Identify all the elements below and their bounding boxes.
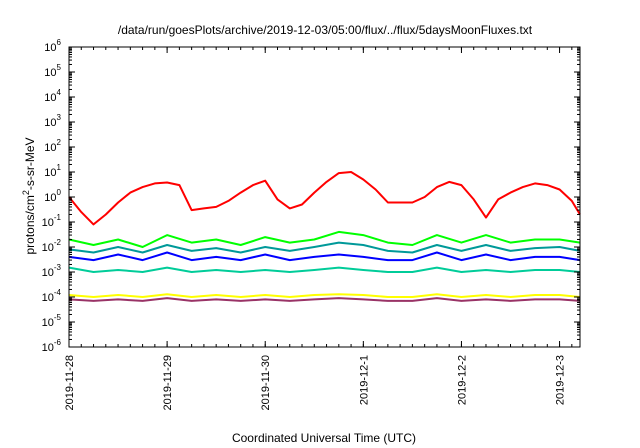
y-tick-label-base: 10 — [44, 167, 56, 179]
y-tick-label-base: 10 — [42, 342, 54, 354]
y-tick-label-base: 10 — [44, 67, 56, 79]
x-tick-label: 2019-11-30 — [260, 355, 272, 410]
y-tick-label-exponent: 6 — [57, 38, 62, 47]
y-tick-label-base: 10 — [42, 217, 54, 229]
y-tick-label-exponent: 2 — [57, 138, 62, 147]
series-line-1 — [68, 171, 581, 226]
x-tick-label: 2019-12-3 — [555, 355, 567, 405]
y-tick-label: 103 — [44, 113, 61, 129]
y-tick-label-exponent: -3 — [54, 263, 62, 272]
y-tick-label-exponent: -1 — [54, 213, 62, 222]
series-layer — [68, 171, 581, 302]
series-line-6 — [68, 293, 581, 298]
y-tick-label: 10-3 — [42, 263, 62, 279]
y-tick-label-exponent: -6 — [54, 338, 62, 347]
y-tick-label-base: 10 — [44, 192, 56, 204]
series-line-5 — [68, 266, 581, 273]
y-tick-label-exponent: 1 — [57, 163, 62, 172]
series-line-3 — [68, 241, 581, 254]
y-tick-label-exponent: 0 — [57, 188, 62, 197]
y-tick-label: 104 — [44, 88, 61, 104]
y-tick-label-base: 10 — [42, 267, 54, 279]
y-axis-title-rest: -s-sr-MeV — [23, 137, 37, 190]
y-tick-label-exponent: -5 — [54, 313, 62, 322]
y-tick-label: 10-5 — [42, 313, 62, 329]
y-tick-label-base: 10 — [42, 242, 54, 254]
y-tick-label-base: 10 — [44, 42, 56, 54]
x-tick-label: 2019-12-1 — [358, 355, 370, 405]
y-tick-label: 10-4 — [42, 288, 62, 304]
y-tick-label: 106 — [44, 38, 61, 54]
y-tick-label-base: 10 — [44, 117, 56, 129]
x-tick-label: 2019-12-2 — [456, 355, 468, 405]
chart-title: /data/run/goesPlots/archive/2019-12-03/0… — [118, 23, 533, 37]
y-tick-label-base: 10 — [44, 142, 56, 154]
y-tick-label-base: 10 — [42, 317, 54, 329]
y-tick-label-base: 10 — [42, 292, 54, 304]
y-axis-title: protons/cm2-s-sr-MeV — [21, 137, 37, 254]
y-axis-title-superscript: 2 — [21, 190, 31, 195]
y-tick-label-base: 10 — [44, 92, 56, 104]
x-axis: 2019-11-28 2019-11-29 2019-11-30 2019-12-1 2… — [64, 47, 573, 410]
x-tick-label: 2019-11-29 — [162, 355, 174, 410]
y-tick-label: 10-6 — [42, 338, 62, 354]
y-tick-label: 10-2 — [42, 238, 62, 254]
series-line-2 — [68, 230, 581, 248]
y-tick-label-exponent: 4 — [57, 88, 62, 97]
y-tick-label-exponent: -4 — [54, 288, 62, 297]
y-axis-title-base: protons/cm — [23, 195, 37, 254]
y-tick-label-exponent: -2 — [54, 238, 62, 247]
x-axis-title: Coordinated Universal Time (UTC) — [232, 431, 416, 445]
y-axis: 10-610-510-410-310-210-11001011021031041… — [42, 38, 580, 354]
y-tick-label-exponent: 3 — [57, 113, 62, 122]
y-tick-label: 101 — [44, 163, 61, 179]
y-tick-label: 10-1 — [42, 213, 62, 229]
x-tick-label: 2019-11-28 — [64, 355, 76, 410]
y-tick-label: 102 — [44, 138, 61, 154]
y-tick-label-exponent: 5 — [57, 63, 62, 72]
y-tick-label: 105 — [44, 63, 61, 79]
y-tick-label: 100 — [44, 188, 61, 204]
series-line-4 — [68, 251, 581, 262]
series-line-7 — [68, 297, 581, 302]
